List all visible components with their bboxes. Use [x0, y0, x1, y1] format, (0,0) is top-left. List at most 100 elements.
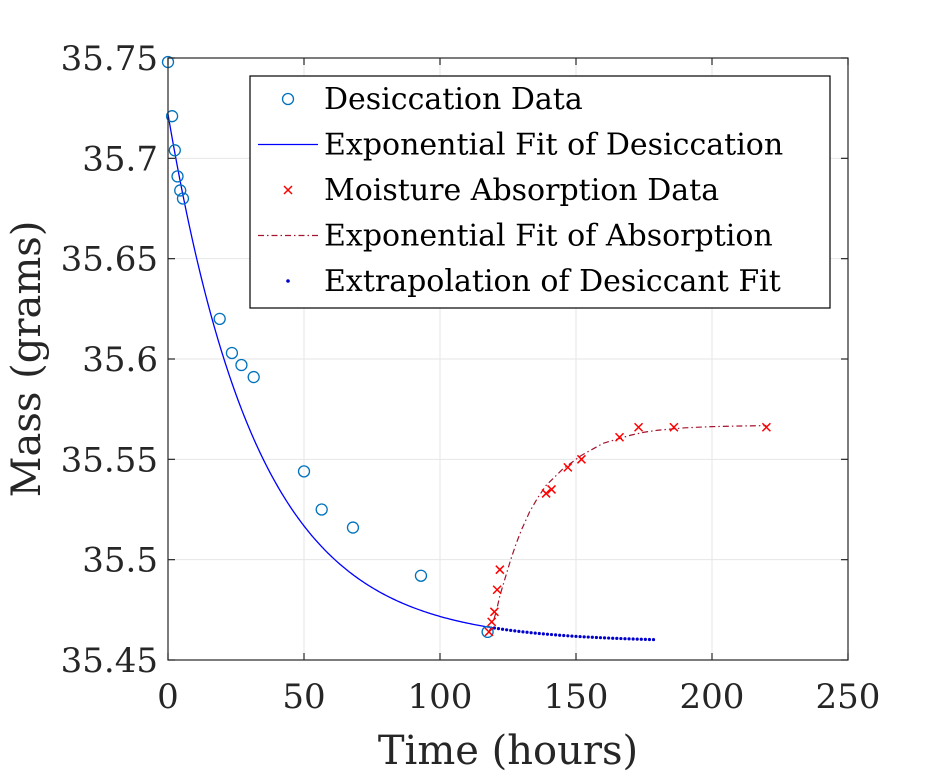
absorption-data-point [669, 422, 679, 432]
x-tick-label: 100 [408, 677, 473, 717]
y-tick-label: 35.45 [61, 641, 158, 681]
legend-label: Exponential Fit of Desiccation [324, 128, 783, 163]
extrapolation-point [639, 637, 643, 641]
y-tick-label: 35.55 [61, 440, 158, 480]
extrapolation-point [594, 635, 599, 640]
desiccation-data-point [346, 521, 360, 534]
absorption-data-point [484, 627, 494, 637]
y-tick-label: 35.75 [61, 39, 158, 79]
y-tick-label: 35.5 [82, 541, 158, 581]
legend-label: Exponential Fit of Absorption [324, 219, 773, 254]
extrapolation-point [500, 627, 505, 631]
extrapolation-point [554, 633, 558, 637]
series-line-exponential-fit-desiccation [167, 114, 495, 629]
extrapolation-point [582, 635, 586, 639]
desiccation-data-point [165, 110, 179, 123]
y-tick-label: 35.65 [61, 240, 158, 280]
legend-entry: Exponential Fit of Desiccation [258, 128, 783, 163]
absorption-data-point [541, 488, 551, 498]
extrapolation-point [521, 630, 525, 634]
x-tick-label: 0 [157, 677, 179, 717]
legend-label: Extrapolation of Desiccant Fit [324, 264, 781, 299]
extrapolation-point [549, 632, 554, 637]
desiccation-data-point [481, 625, 494, 639]
absorption-data-point [761, 422, 771, 432]
extrapolation-point [611, 636, 615, 640]
extrapolation-point [615, 636, 619, 640]
extrapolation-point [602, 636, 607, 640]
extrapolation-point [562, 633, 566, 638]
extrapolation-point [545, 632, 550, 636]
axes: 0 50 100 150 200 250 35.4535.535.5535.635.653… [61, 39, 881, 717]
absorption-data-point [614, 432, 625, 442]
extrapolation-point [513, 629, 517, 633]
desiccation-data-point [171, 170, 184, 183]
extrapolation-point [590, 635, 594, 639]
legend-label: Moisture Absorption Data [324, 173, 719, 208]
legend-entry: Desiccation Data [281, 82, 583, 117]
extrapolation-point [631, 637, 635, 641]
extrapolation-point [578, 634, 582, 639]
extrapolation-point [643, 637, 647, 641]
absorption-data-point [634, 422, 644, 432]
absorption-data-point [576, 454, 586, 464]
legend-label: Desiccation Data [324, 82, 583, 117]
absorption-data-point [492, 585, 502, 595]
extrapolation-point [492, 626, 496, 630]
x-tick-label: 150 [544, 677, 609, 717]
extrapolation-point [619, 636, 623, 641]
desiccation-data-point [176, 192, 190, 205]
extrapolation-point [651, 637, 656, 642]
extrapolation-point [635, 637, 639, 641]
legend-entry: Exponential Fit of Absorption [258, 219, 773, 254]
x-axis-tick-labels: 0 50 100 150 200 250 [157, 677, 880, 717]
extrapolation-point [574, 634, 578, 638]
extrapolation-point [505, 628, 509, 632]
desiccation-data-point [297, 465, 311, 478]
desiccation-data-point [174, 184, 187, 197]
data-markers [161, 55, 771, 642]
extrapolation-point [623, 637, 627, 641]
extrapolation-point [537, 631, 541, 636]
x-axis-label: Time (hours) [378, 728, 638, 774]
extrapolation-point [533, 631, 537, 635]
extrapolation-point [529, 631, 533, 635]
extrapolation-point [586, 635, 590, 639]
desiccation-data-point [168, 144, 181, 157]
desiccation-data-point [225, 346, 239, 360]
extrapolation-point [607, 636, 611, 640]
extrapolation-point [525, 630, 529, 634]
extrapolation-point [598, 636, 603, 640]
absorption-data-point [563, 462, 573, 472]
absorption-data-point [489, 607, 499, 617]
legend-entry: Extrapolation of Desiccant Fit [286, 264, 781, 299]
legend-swatch [281, 92, 295, 106]
legend-swatch [283, 185, 293, 195]
y-tick-label: 35.7 [82, 139, 158, 179]
extrapolation-point [647, 637, 652, 642]
legend-entries: Desiccation Data Exponential Fit of Desic… [258, 82, 783, 299]
desiccation-data-point [235, 358, 248, 372]
extrapolation-point [541, 632, 545, 636]
desiccation-data-point [213, 312, 226, 326]
desiccation-data-point [414, 569, 428, 582]
absorption-data-point [487, 617, 497, 627]
extrapolation-point [509, 628, 513, 632]
absorption-data-point [546, 484, 557, 494]
extrapolation-point [566, 634, 570, 638]
x-tick-label: 200 [680, 677, 745, 717]
legend-entry: Moisture Absorption Data [283, 173, 719, 208]
desiccation-data-point [247, 370, 260, 384]
y-tick-label: 35.6 [82, 340, 158, 380]
legend: Desiccation Data Exponential Fit of Desic… [249, 75, 831, 309]
extrapolation-point [627, 637, 631, 641]
extrapolation-point [558, 633, 562, 637]
axis-ticks [167, 57, 849, 661]
desiccation-data-point [315, 503, 328, 516]
x-tick-label: 250 [816, 677, 881, 717]
series-line-exponential-fit-absorption [488, 425, 767, 633]
y-axis-label: Mass (grams) [4, 221, 50, 498]
extrapolation-point [570, 634, 574, 638]
absorption-data-point [495, 565, 505, 575]
